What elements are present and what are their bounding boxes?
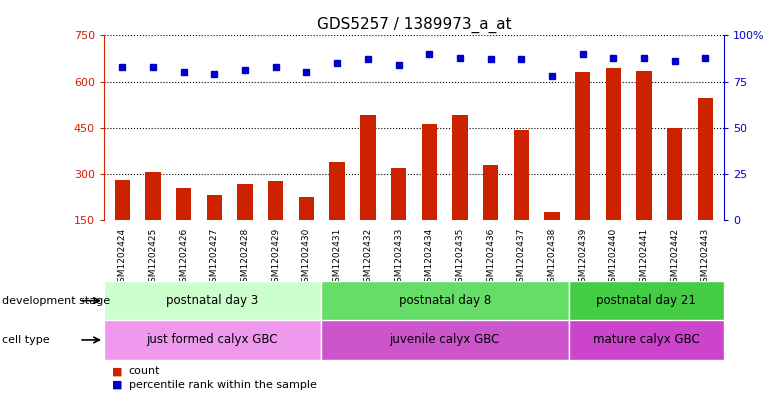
Text: count: count — [129, 366, 160, 376]
Text: juvenile calyx GBC: juvenile calyx GBC — [390, 333, 500, 347]
Text: GSM1202441: GSM1202441 — [640, 228, 648, 288]
Bar — [321, 281, 569, 320]
Text: GSM1202440: GSM1202440 — [609, 228, 618, 288]
Bar — [146, 173, 161, 266]
Text: GSM1202442: GSM1202442 — [670, 228, 679, 288]
Text: ■: ■ — [112, 380, 122, 390]
Bar — [483, 165, 498, 266]
Text: postnatal day 21: postnatal day 21 — [597, 294, 696, 307]
Bar — [104, 281, 321, 320]
Bar — [207, 195, 222, 266]
Text: GSM1202427: GSM1202427 — [210, 228, 219, 288]
Bar — [330, 162, 345, 266]
Bar — [176, 188, 192, 266]
Text: GSM1202436: GSM1202436 — [486, 228, 495, 288]
Bar — [299, 197, 314, 266]
Bar — [544, 212, 560, 266]
Text: GSM1202431: GSM1202431 — [333, 228, 342, 288]
Bar — [421, 124, 437, 266]
Text: GSM1202435: GSM1202435 — [455, 228, 464, 288]
Text: GSM1202439: GSM1202439 — [578, 228, 588, 288]
Bar — [636, 71, 651, 266]
Text: development stage: development stage — [2, 296, 109, 306]
Text: GSM1202434: GSM1202434 — [425, 228, 434, 288]
Text: GSM1202429: GSM1202429 — [271, 228, 280, 288]
Bar — [321, 320, 569, 360]
Bar — [575, 72, 591, 266]
Text: GSM1202437: GSM1202437 — [517, 228, 526, 288]
Bar — [115, 180, 130, 266]
Bar — [698, 99, 713, 266]
Text: percentile rank within the sample: percentile rank within the sample — [129, 380, 316, 390]
Bar — [452, 116, 467, 266]
Bar — [667, 128, 682, 266]
Text: GSM1202426: GSM1202426 — [179, 228, 188, 288]
Text: GSM1202428: GSM1202428 — [240, 228, 249, 288]
Text: GSM1202433: GSM1202433 — [394, 228, 403, 288]
Text: GSM1202432: GSM1202432 — [363, 228, 373, 288]
Text: postnatal day 3: postnatal day 3 — [166, 294, 259, 307]
Bar — [514, 130, 529, 266]
Bar — [569, 320, 724, 360]
Bar — [569, 281, 724, 320]
Text: postnatal day 8: postnatal day 8 — [399, 294, 491, 307]
Bar — [237, 184, 253, 266]
Text: mature calyx GBC: mature calyx GBC — [593, 333, 700, 347]
Text: GSM1202425: GSM1202425 — [149, 228, 158, 288]
Text: GSM1202438: GSM1202438 — [547, 228, 557, 288]
Text: ■: ■ — [112, 366, 122, 376]
Text: GSM1202443: GSM1202443 — [701, 228, 710, 288]
Bar — [606, 68, 621, 266]
Text: GSM1202430: GSM1202430 — [302, 228, 311, 288]
Bar — [391, 168, 407, 266]
Bar — [360, 116, 376, 266]
Bar — [268, 181, 283, 266]
Text: GSM1202424: GSM1202424 — [118, 228, 127, 288]
Bar — [104, 320, 321, 360]
Title: GDS5257 / 1389973_a_at: GDS5257 / 1389973_a_at — [316, 17, 511, 33]
Text: just formed calyx GBC: just formed calyx GBC — [146, 333, 278, 347]
Text: cell type: cell type — [2, 335, 49, 345]
